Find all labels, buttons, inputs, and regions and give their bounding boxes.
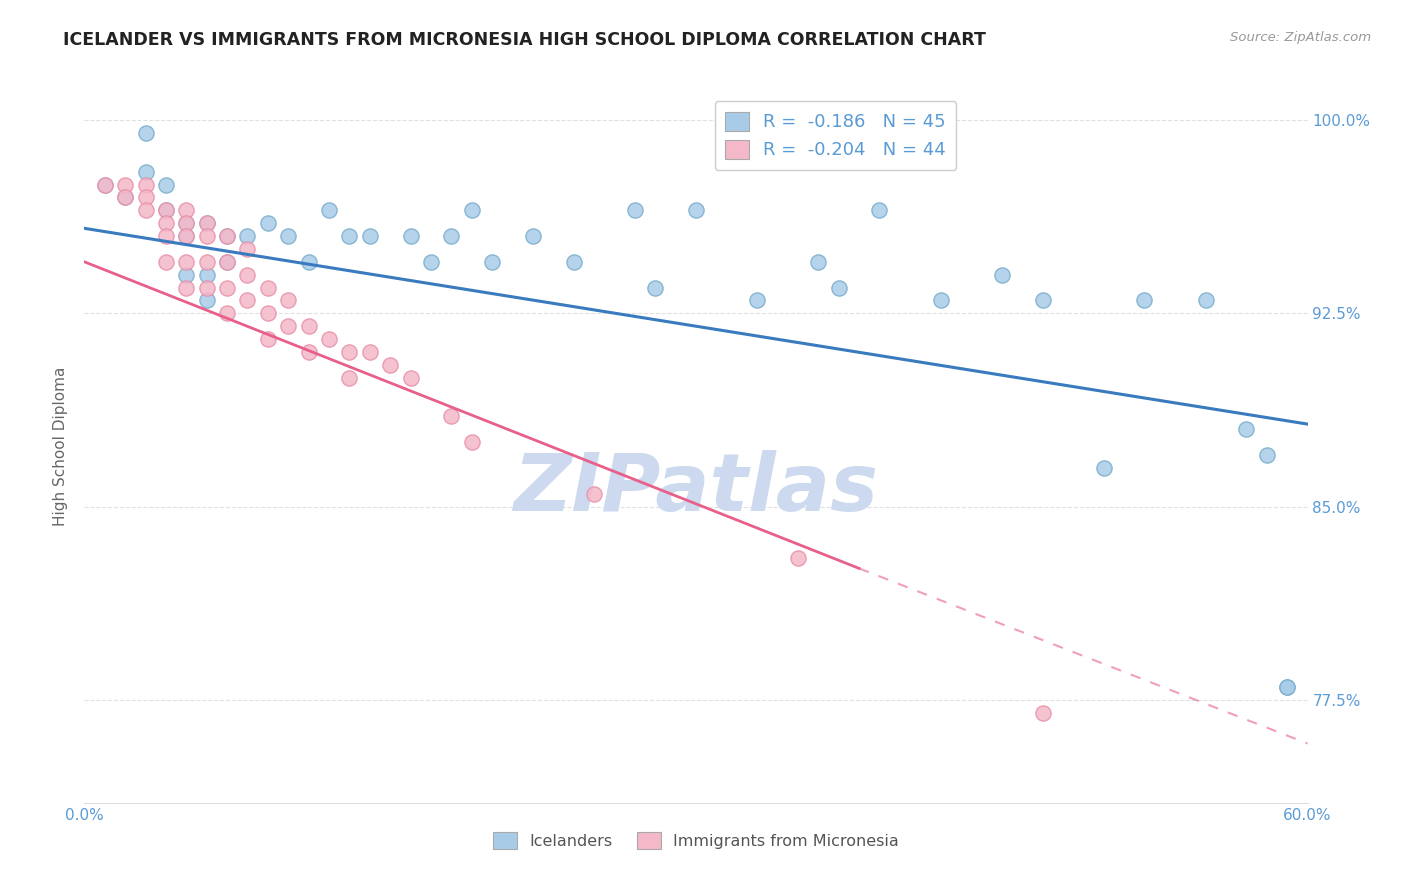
Point xyxy=(1195,293,1218,308)
Point xyxy=(440,229,463,244)
Point xyxy=(481,255,503,269)
Point xyxy=(217,255,239,269)
Point xyxy=(869,203,891,218)
Point xyxy=(624,203,647,218)
Point xyxy=(135,126,157,140)
Point xyxy=(155,255,177,269)
Point xyxy=(155,178,177,192)
Point xyxy=(277,229,299,244)
Point xyxy=(583,486,606,500)
Point xyxy=(1277,680,1299,694)
Point xyxy=(114,190,136,204)
Point xyxy=(195,268,218,282)
Point xyxy=(195,229,218,244)
Point xyxy=(135,178,157,192)
Point xyxy=(195,255,218,269)
Point xyxy=(174,229,197,244)
Point xyxy=(420,255,443,269)
Point xyxy=(380,358,402,372)
Point xyxy=(399,229,422,244)
Point xyxy=(236,268,259,282)
Point xyxy=(298,345,321,359)
Point xyxy=(461,203,484,218)
Point xyxy=(155,203,177,218)
Point xyxy=(685,203,707,218)
Point xyxy=(562,255,585,269)
Point xyxy=(195,280,218,294)
Point xyxy=(318,203,340,218)
Point xyxy=(174,216,197,230)
Point xyxy=(155,229,177,244)
Point xyxy=(217,306,239,320)
Point xyxy=(174,268,197,282)
Point xyxy=(991,268,1014,282)
Point xyxy=(155,203,177,218)
Point xyxy=(257,216,280,230)
Point xyxy=(236,242,259,256)
Point xyxy=(1133,293,1156,308)
Point xyxy=(461,435,484,450)
Point xyxy=(174,203,197,218)
Point xyxy=(135,164,157,178)
Point xyxy=(195,216,218,230)
Point xyxy=(339,370,361,384)
Point xyxy=(298,255,321,269)
Point xyxy=(257,306,280,320)
Point xyxy=(298,319,321,334)
Point xyxy=(135,190,157,204)
Point xyxy=(217,255,239,269)
Point xyxy=(1032,706,1054,720)
Point xyxy=(236,293,259,308)
Point xyxy=(217,280,239,294)
Point xyxy=(1032,293,1054,308)
Point xyxy=(747,293,769,308)
Point xyxy=(1236,422,1258,436)
Point xyxy=(217,229,239,244)
Point xyxy=(217,229,239,244)
Text: ZIPatlas: ZIPatlas xyxy=(513,450,879,528)
Point xyxy=(114,178,136,192)
Point xyxy=(114,190,136,204)
Point xyxy=(1277,680,1299,694)
Y-axis label: High School Diploma: High School Diploma xyxy=(53,367,69,525)
Point xyxy=(174,255,197,269)
Point xyxy=(359,229,381,244)
Point xyxy=(195,293,218,308)
Point xyxy=(339,345,361,359)
Point xyxy=(195,216,218,230)
Point xyxy=(644,280,666,294)
Point xyxy=(787,551,810,566)
Point xyxy=(359,345,381,359)
Point xyxy=(257,332,280,346)
Point xyxy=(155,216,177,230)
Text: ICELANDER VS IMMIGRANTS FROM MICRONESIA HIGH SCHOOL DIPLOMA CORRELATION CHART: ICELANDER VS IMMIGRANTS FROM MICRONESIA … xyxy=(63,31,986,49)
Point xyxy=(257,280,280,294)
Point xyxy=(93,178,115,192)
Point xyxy=(440,409,463,424)
Point xyxy=(277,293,299,308)
Point xyxy=(277,319,299,334)
Point xyxy=(399,370,422,384)
Point xyxy=(236,229,259,244)
Point xyxy=(828,280,851,294)
Point xyxy=(339,229,361,244)
Point xyxy=(318,332,340,346)
Legend: Icelanders, Immigrants from Micronesia: Icelanders, Immigrants from Micronesia xyxy=(486,825,905,855)
Point xyxy=(1256,448,1278,462)
Point xyxy=(807,255,830,269)
Point xyxy=(174,280,197,294)
Point xyxy=(174,229,197,244)
Point xyxy=(174,216,197,230)
Text: Source: ZipAtlas.com: Source: ZipAtlas.com xyxy=(1230,31,1371,45)
Point xyxy=(1092,461,1115,475)
Point xyxy=(93,178,115,192)
Point xyxy=(522,229,544,244)
Point xyxy=(929,293,952,308)
Point xyxy=(135,203,157,218)
